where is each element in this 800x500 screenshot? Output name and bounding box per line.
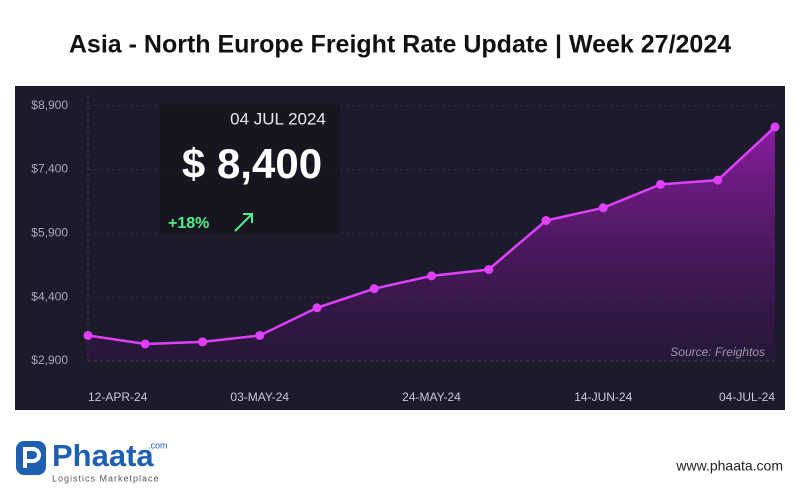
line-point	[255, 330, 265, 340]
line-point	[140, 339, 150, 349]
y-tick-label: $7,400	[31, 162, 68, 176]
logo-p	[23, 447, 41, 468]
y-tick-label: $5,900	[31, 225, 68, 239]
y-tick-label: $8,900	[31, 98, 68, 112]
line-point	[656, 179, 665, 189]
callout-price: $ 8,400	[182, 140, 322, 187]
line-point	[598, 203, 608, 213]
brand-suffix: .com	[148, 440, 168, 450]
x-tick-label: 24-MAY-24	[402, 390, 461, 404]
x-tick-label: 03-MAY-24	[230, 390, 289, 404]
x-tick-label: 12-APR-24	[88, 390, 148, 404]
callout-date: 04 JUL 2024	[230, 109, 326, 128]
callout-change: +18%	[168, 215, 209, 232]
line-point	[541, 216, 551, 226]
line-point	[198, 337, 207, 347]
line-point	[312, 303, 322, 313]
chart-title: Asia - North Europe Freight Rate Update …	[69, 31, 731, 59]
line-area	[88, 126, 775, 361]
x-tick-label: 04-JUL-24	[719, 390, 775, 404]
source-note: Source: Freightos	[670, 345, 765, 359]
brand-tagline: Logistics Marketplace	[52, 473, 160, 483]
callout-box	[160, 104, 340, 234]
brand-name: Phaata	[52, 438, 154, 473]
logo-icon	[16, 441, 46, 475]
line-point	[770, 122, 780, 132]
line-point	[427, 271, 436, 281]
line-point	[369, 284, 379, 294]
website: www.phaata.com	[675, 458, 783, 474]
x-tick-label: 14-JUN-24	[574, 390, 632, 404]
plot-area: $8,900 $7,400 $5,900 $4,400 $2,900 12-APR-24 0…	[31, 95, 780, 404]
line-point	[484, 264, 494, 274]
y-tick-label: $2,900	[31, 353, 68, 367]
up-arrow	[234, 213, 253, 232]
y-tick-label: $4,400	[31, 289, 68, 303]
line-point	[713, 175, 723, 185]
line-point	[83, 330, 93, 340]
